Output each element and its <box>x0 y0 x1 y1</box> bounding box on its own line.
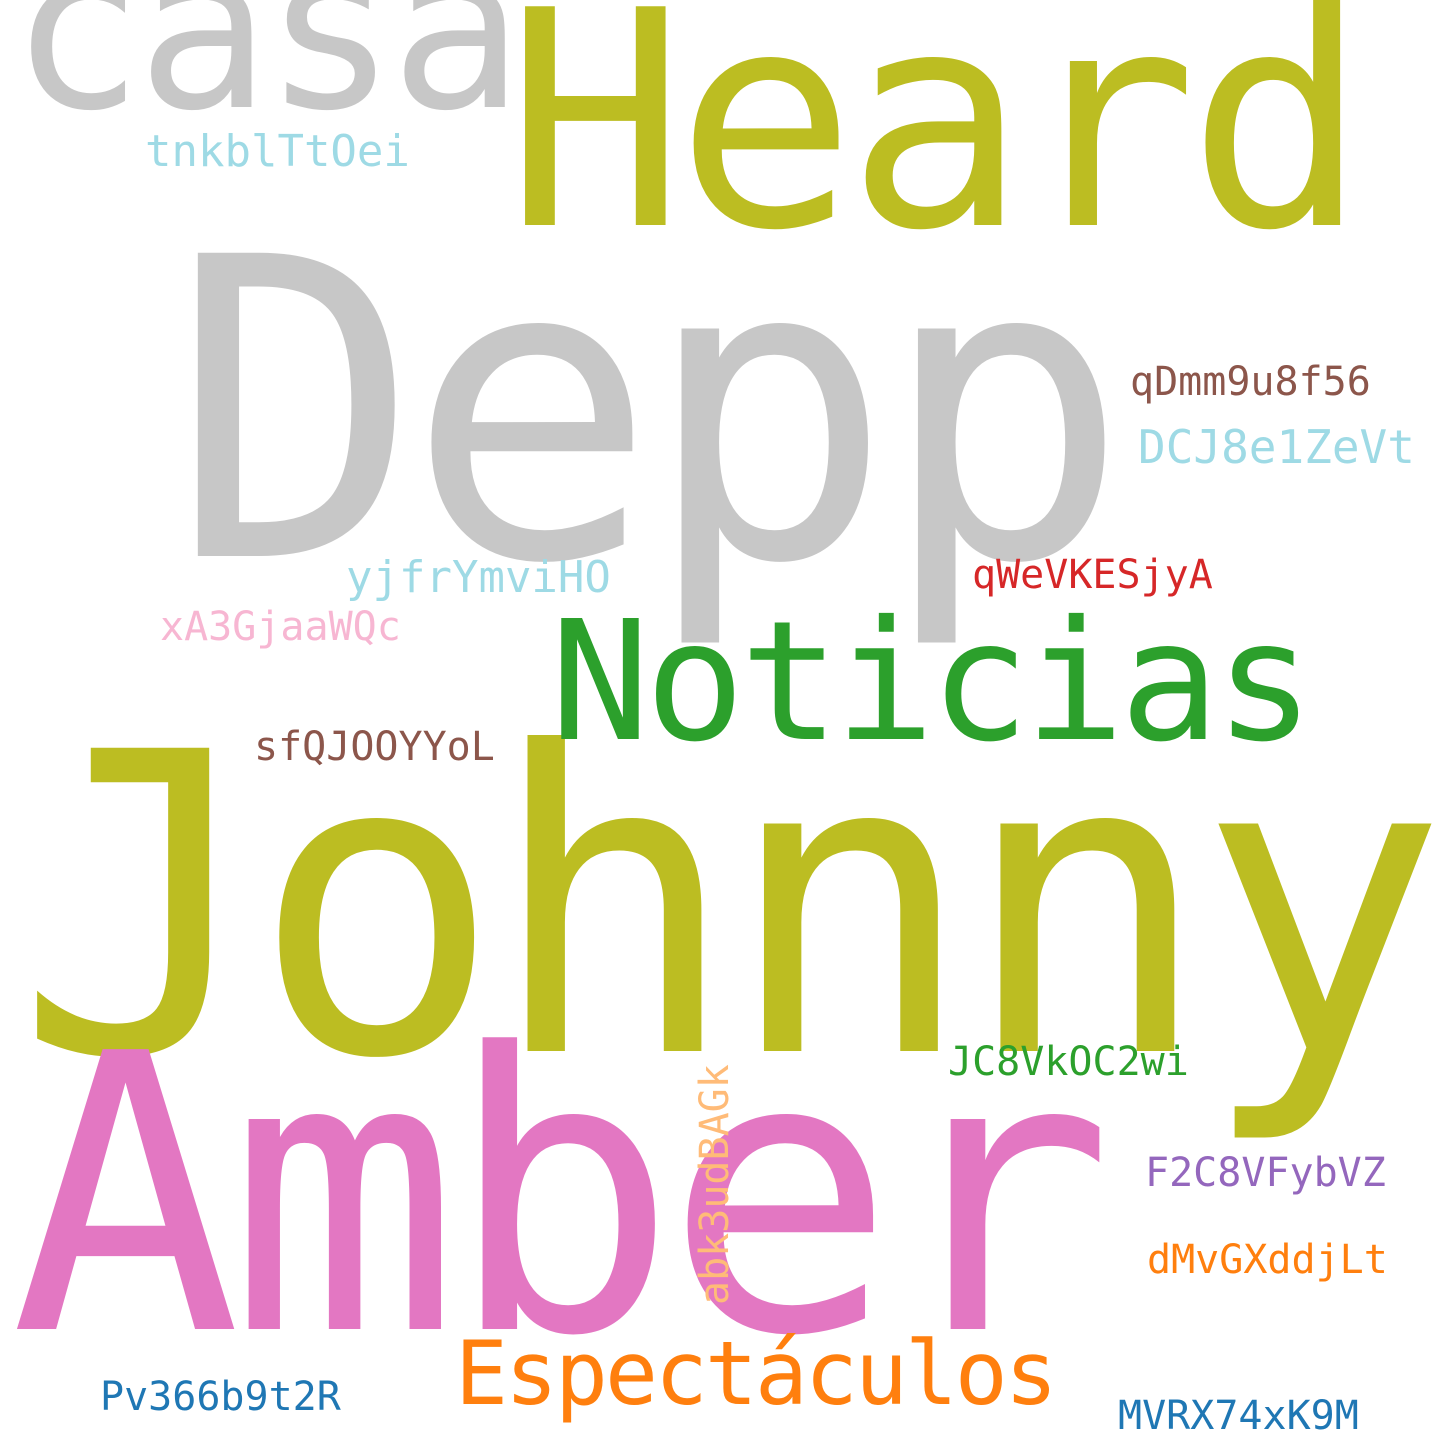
word-xa3gjaawqc: xA3GjaaWQc <box>160 604 401 650</box>
word-tnkbltt0ei: tnkblTtOei <box>145 126 410 177</box>
word-espectaculos: Espectáculos <box>455 1322 1058 1425</box>
word-f2c8vfybvz: F2C8VFybVZ <box>1145 1150 1386 1196</box>
word-johnny: Johnny <box>15 666 1440 1150</box>
word-noticias: Noticias <box>550 586 1315 779</box>
word-dmvgxddjlt: dMvGXddjLt <box>1147 1237 1388 1283</box>
word-sfqjooyyol: sfQJOOYYoL <box>254 724 495 770</box>
word-amber: Amber <box>10 973 1114 1420</box>
word-yjfrymviho: yjfrYmviHO <box>346 552 611 603</box>
word-qwevkesjya: qWeVKESjyA <box>972 552 1213 598</box>
word-heard: Heard <box>505 0 1368 296</box>
word-casa: casa <box>10 0 524 160</box>
word-abk3udbagk: abk3udBAGk <box>692 1064 738 1305</box>
word-pv366b9t2r: Pv366b9t2R <box>100 1374 341 1420</box>
word-jc8vkoc2wi: JC8VkOC2wi <box>948 1039 1189 1085</box>
word-depp: Depp <box>170 171 1130 655</box>
word-mvrx74xk9m: MVRX74xK9M <box>1118 1393 1359 1439</box>
word-qdmm9u8f56: qDmm9u8f56 <box>1130 359 1371 405</box>
word-dcj8e1zevt: DCJ8e1ZeVt <box>1138 420 1415 474</box>
